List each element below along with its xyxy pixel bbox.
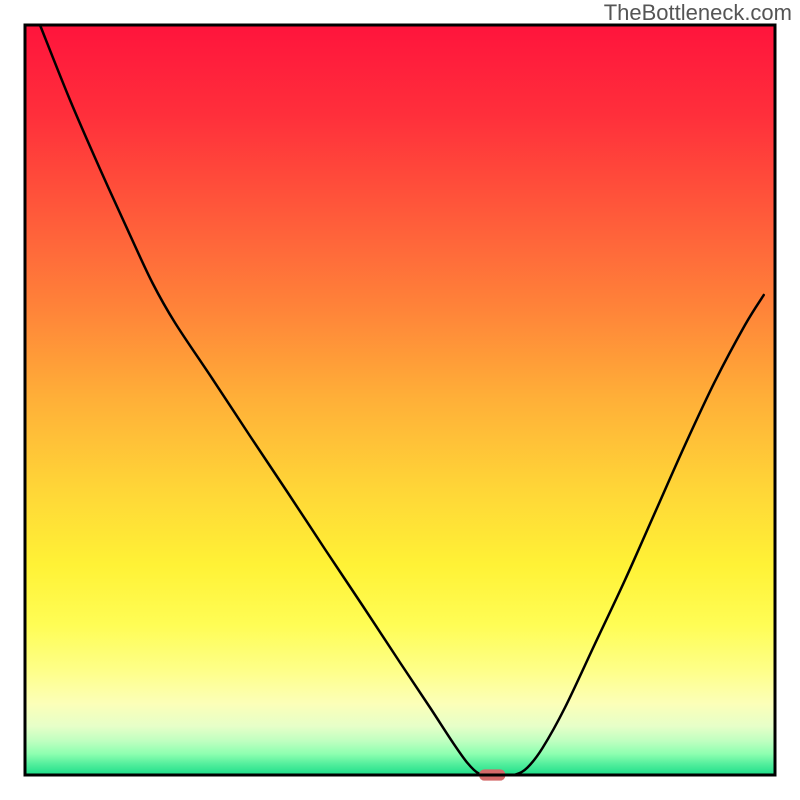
bottleneck-chart: TheBottleneck.com xyxy=(0,0,800,800)
chart-root: TheBottleneck.com xyxy=(0,0,800,800)
watermark-label: TheBottleneck.com xyxy=(604,0,792,25)
